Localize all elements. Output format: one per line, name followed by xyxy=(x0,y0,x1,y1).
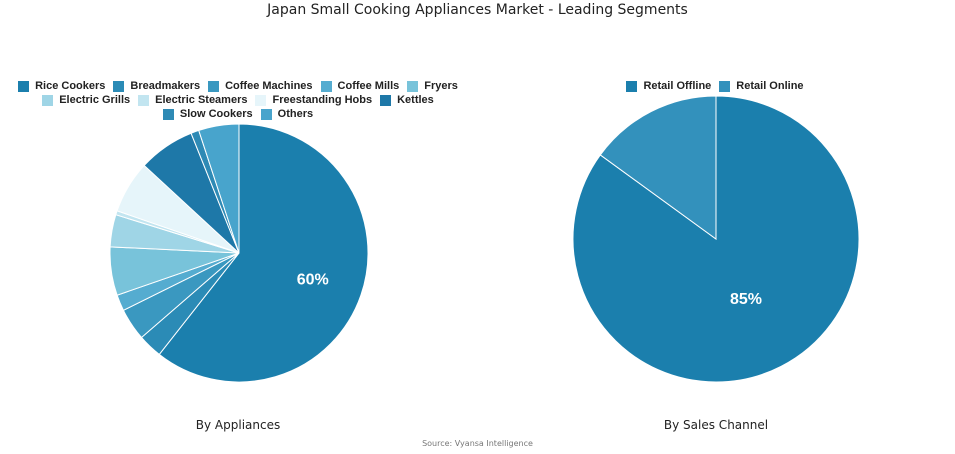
legend-label: Coffee Machines xyxy=(225,80,313,92)
legend-label: Others xyxy=(277,108,314,120)
legend-swatch xyxy=(138,94,150,106)
legend-swatch xyxy=(18,80,30,92)
legend-label: Electric Grills xyxy=(59,94,131,106)
legend-swatch xyxy=(162,108,174,120)
legend-swatch xyxy=(255,94,267,106)
legend-item-coffee-mills: Coffee Mills xyxy=(320,80,400,92)
pie-slice-retail-offline xyxy=(572,95,860,383)
legend-swatch xyxy=(626,80,638,92)
legend-label: Coffee Mills xyxy=(337,80,400,92)
caption-sales-channel: By Sales Channel xyxy=(663,418,769,432)
legend-swatch xyxy=(380,94,392,106)
pie-slice-others xyxy=(198,123,240,254)
legend-swatch xyxy=(407,80,419,92)
legend-item-kettles: Kettles xyxy=(380,94,434,106)
legend-label: Kettles xyxy=(397,94,434,106)
slice-label-rice-cookers: 60% xyxy=(297,272,329,289)
legend-item-others: Others xyxy=(260,108,314,120)
legend-item-electric-steamers: Electric Steamers xyxy=(138,94,247,106)
legend-swatch xyxy=(208,80,220,92)
legend-label: Retail Offline xyxy=(643,80,712,92)
legend-swatch xyxy=(42,94,54,106)
legend-swatch xyxy=(719,80,731,92)
slice-label-retail-offline: 85% xyxy=(730,291,762,308)
pie-slice-retail-online xyxy=(599,95,717,240)
caption-appliances: By Appliances xyxy=(195,418,281,432)
legend-item-electric-grills: Electric Grills xyxy=(42,94,130,106)
legend-item-retail-offline: Retail Offline xyxy=(626,80,711,92)
legend-item-coffee-machines: Coffee Machines xyxy=(208,80,313,92)
legend-sales-channel: Retail Offline Retail Online xyxy=(560,80,870,92)
legend-swatch xyxy=(320,80,332,92)
pie-sales-channel: 85% xyxy=(572,95,860,383)
legend-item-retail-online: Retail Online xyxy=(719,80,804,92)
legend-label: Freestanding Hobs xyxy=(272,94,373,106)
chart-title: Japan Small Cooking Appliances Market - … xyxy=(267,2,688,18)
legend-label: Retail Online xyxy=(736,80,804,92)
legend-item-rice-cookers: Rice Cookers xyxy=(18,80,105,92)
legend-item-fryers: Fryers xyxy=(407,80,458,92)
pie-slice-rice-cookers xyxy=(158,123,369,383)
legend-label: Breadmakers xyxy=(130,80,201,92)
source-note: Source: Vyansa Intelligence xyxy=(422,439,533,448)
legend-label: Electric Steamers xyxy=(155,94,248,106)
legend-appliances: Rice Cookers Breadmakers Coffee Machines Co… xyxy=(14,80,462,120)
legend-item-breadmakers: Breadmakers xyxy=(113,80,200,92)
legend-item-freestanding-hobs: Freestanding Hobs xyxy=(255,94,372,106)
legend-label: Rice Cookers xyxy=(35,80,106,92)
legend-label: Fryers xyxy=(424,80,458,92)
legend-swatch xyxy=(113,80,125,92)
legend-swatch xyxy=(260,108,272,120)
pie-appliances: 60% xyxy=(109,123,369,383)
legend-item-slow-cookers: Slow Cookers xyxy=(162,108,253,120)
legend-label: Slow Cookers xyxy=(179,108,253,120)
